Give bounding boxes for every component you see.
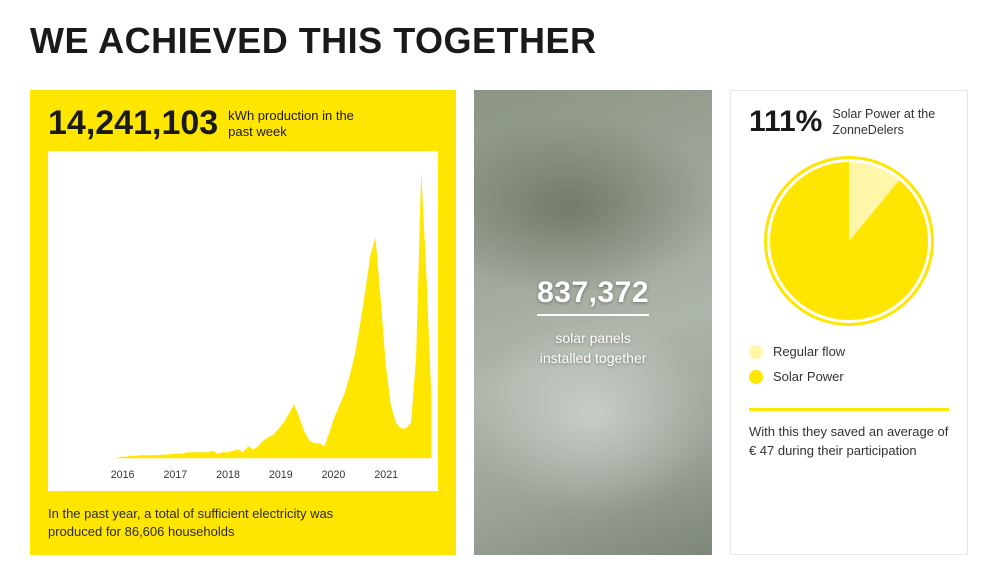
legend-label: Solar Power xyxy=(773,369,844,384)
panel-solar-panels: 837,372 solar panels installed together xyxy=(474,90,712,555)
x-axis-label: 2018 xyxy=(216,468,240,480)
x-axis-label: 2017 xyxy=(163,468,187,480)
page-title: WE ACHIEVED THIS TOGETHER xyxy=(30,20,968,62)
x-axis-label: 2020 xyxy=(322,468,346,480)
legend-item: Regular flow xyxy=(749,344,949,359)
area-chart: 2016 2017 2018 2019 2020 2021 xyxy=(48,151,438,491)
production-footnote: In the past year, a total of sufficient … xyxy=(48,505,348,541)
kpi-production: 14,241,103 kWh production in the past we… xyxy=(48,106,438,141)
area-series xyxy=(55,171,432,457)
solar-panels-count: 837,372 xyxy=(537,276,649,316)
panel-production: 14,241,103 kWh production in the past we… xyxy=(30,90,456,555)
divider xyxy=(749,408,949,411)
pie-legend: Regular flow Solar Power xyxy=(749,344,949,394)
pie-slice xyxy=(770,162,928,320)
kpi-solar-power-value: 111% xyxy=(749,107,822,137)
panel-solar-power: 111% Solar Power at the ZonneDelers Regu… xyxy=(730,90,968,555)
x-axis-label: 2016 xyxy=(111,468,135,480)
legend-label: Regular flow xyxy=(773,344,845,359)
legend-swatch xyxy=(749,345,763,359)
legend-item: Solar Power xyxy=(749,369,949,384)
kpi-solar-power: 111% Solar Power at the ZonneDelers xyxy=(749,107,949,138)
legend-swatch xyxy=(749,370,763,384)
x-axis-label: 2021 xyxy=(374,468,398,480)
pie-chart xyxy=(749,156,949,326)
solar-power-footnote: With this they saved an average of € 47 … xyxy=(749,423,949,461)
solar-panels-desc: solar panels installed together xyxy=(537,328,649,369)
kpi-production-desc: kWh production in the past week xyxy=(228,106,368,141)
kpi-solar-power-desc: Solar Power at the ZonneDelers xyxy=(832,107,949,138)
kpi-production-value: 14,241,103 xyxy=(48,106,218,140)
x-axis-label: 2019 xyxy=(269,468,293,480)
panels-row: 14,241,103 kWh production in the past we… xyxy=(30,90,968,555)
